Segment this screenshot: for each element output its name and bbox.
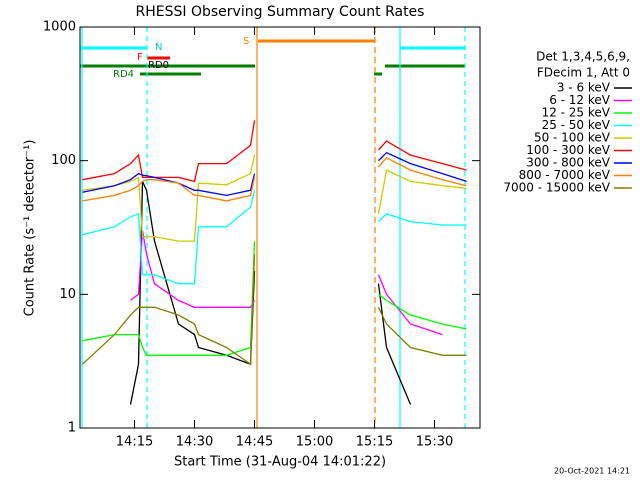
y-tick-label: 100 bbox=[51, 153, 76, 168]
x-axis-label: Start Time (31-Aug-04 14:01:22) bbox=[174, 455, 386, 470]
x-tick-label: 14:45 bbox=[236, 435, 273, 450]
legend-label: 6 - 12 keV bbox=[549, 93, 611, 107]
series-line bbox=[82, 154, 467, 242]
y-axis-label: Count Rate (s⁻¹ detector⁻¹) bbox=[23, 140, 38, 317]
series-line bbox=[82, 156, 467, 202]
flag-label: F bbox=[137, 52, 143, 63]
flags bbox=[80, 39, 465, 76]
legend-label: 25 - 50 keV bbox=[542, 118, 611, 132]
series-line bbox=[82, 241, 467, 356]
flag-label: N bbox=[155, 42, 162, 53]
series-line bbox=[82, 254, 467, 366]
legend-label: 7000 - 15000 keV bbox=[503, 181, 610, 195]
flag-label: RD4 bbox=[113, 69, 134, 80]
intervals bbox=[81, 27, 466, 428]
y-tick-label: 1000 bbox=[43, 20, 76, 35]
x-tick-label: 15:15 bbox=[356, 435, 393, 450]
chart-title: RHESSI Observing Summary Count Rates bbox=[136, 4, 425, 20]
y-tick-label: 10 bbox=[59, 287, 76, 302]
plot-frame bbox=[79, 26, 481, 429]
x-tick-label: 15:30 bbox=[416, 435, 453, 450]
legend-label: 3 - 6 keV bbox=[557, 81, 611, 95]
legend-label: 300 - 800 keV bbox=[526, 156, 610, 170]
y-tick-label: 1 bbox=[68, 421, 76, 436]
legend-label: 12 - 25 keV bbox=[542, 106, 611, 120]
flag-label: RD0 bbox=[148, 60, 169, 71]
flag-label: S bbox=[243, 36, 249, 47]
series-line bbox=[82, 190, 467, 285]
series-line bbox=[82, 151, 467, 197]
x-tick-label: 15:00 bbox=[296, 435, 333, 450]
x-tick-label: 14:30 bbox=[176, 435, 213, 450]
legend-label: 800 - 7000 keV bbox=[519, 168, 611, 182]
legend-label: 100 - 300 keV bbox=[526, 143, 610, 157]
footer: 20-Oct-2021 14:21 bbox=[554, 467, 630, 476]
legend-label: 50 - 100 keV bbox=[534, 131, 611, 145]
note: FDecim 1, Att 0 bbox=[537, 66, 630, 80]
note: Det 1,3,4,5,6,9, bbox=[536, 50, 630, 64]
x-tick-label: 14:15 bbox=[116, 435, 153, 450]
